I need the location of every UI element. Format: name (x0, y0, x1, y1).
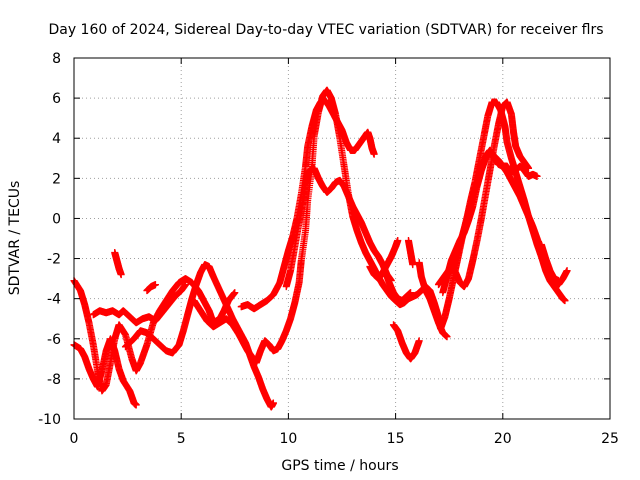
series-sat-track-d (111, 249, 125, 279)
data-point (132, 401, 140, 409)
data-point (231, 289, 239, 297)
series-sat-track-e (143, 281, 159, 295)
data-points (70, 86, 571, 411)
data-point (269, 399, 277, 407)
series-sat-track-c (89, 281, 189, 327)
data-point (151, 281, 159, 289)
series-sat-track-b (70, 335, 140, 409)
data-point (181, 281, 189, 289)
data-point (117, 271, 125, 279)
